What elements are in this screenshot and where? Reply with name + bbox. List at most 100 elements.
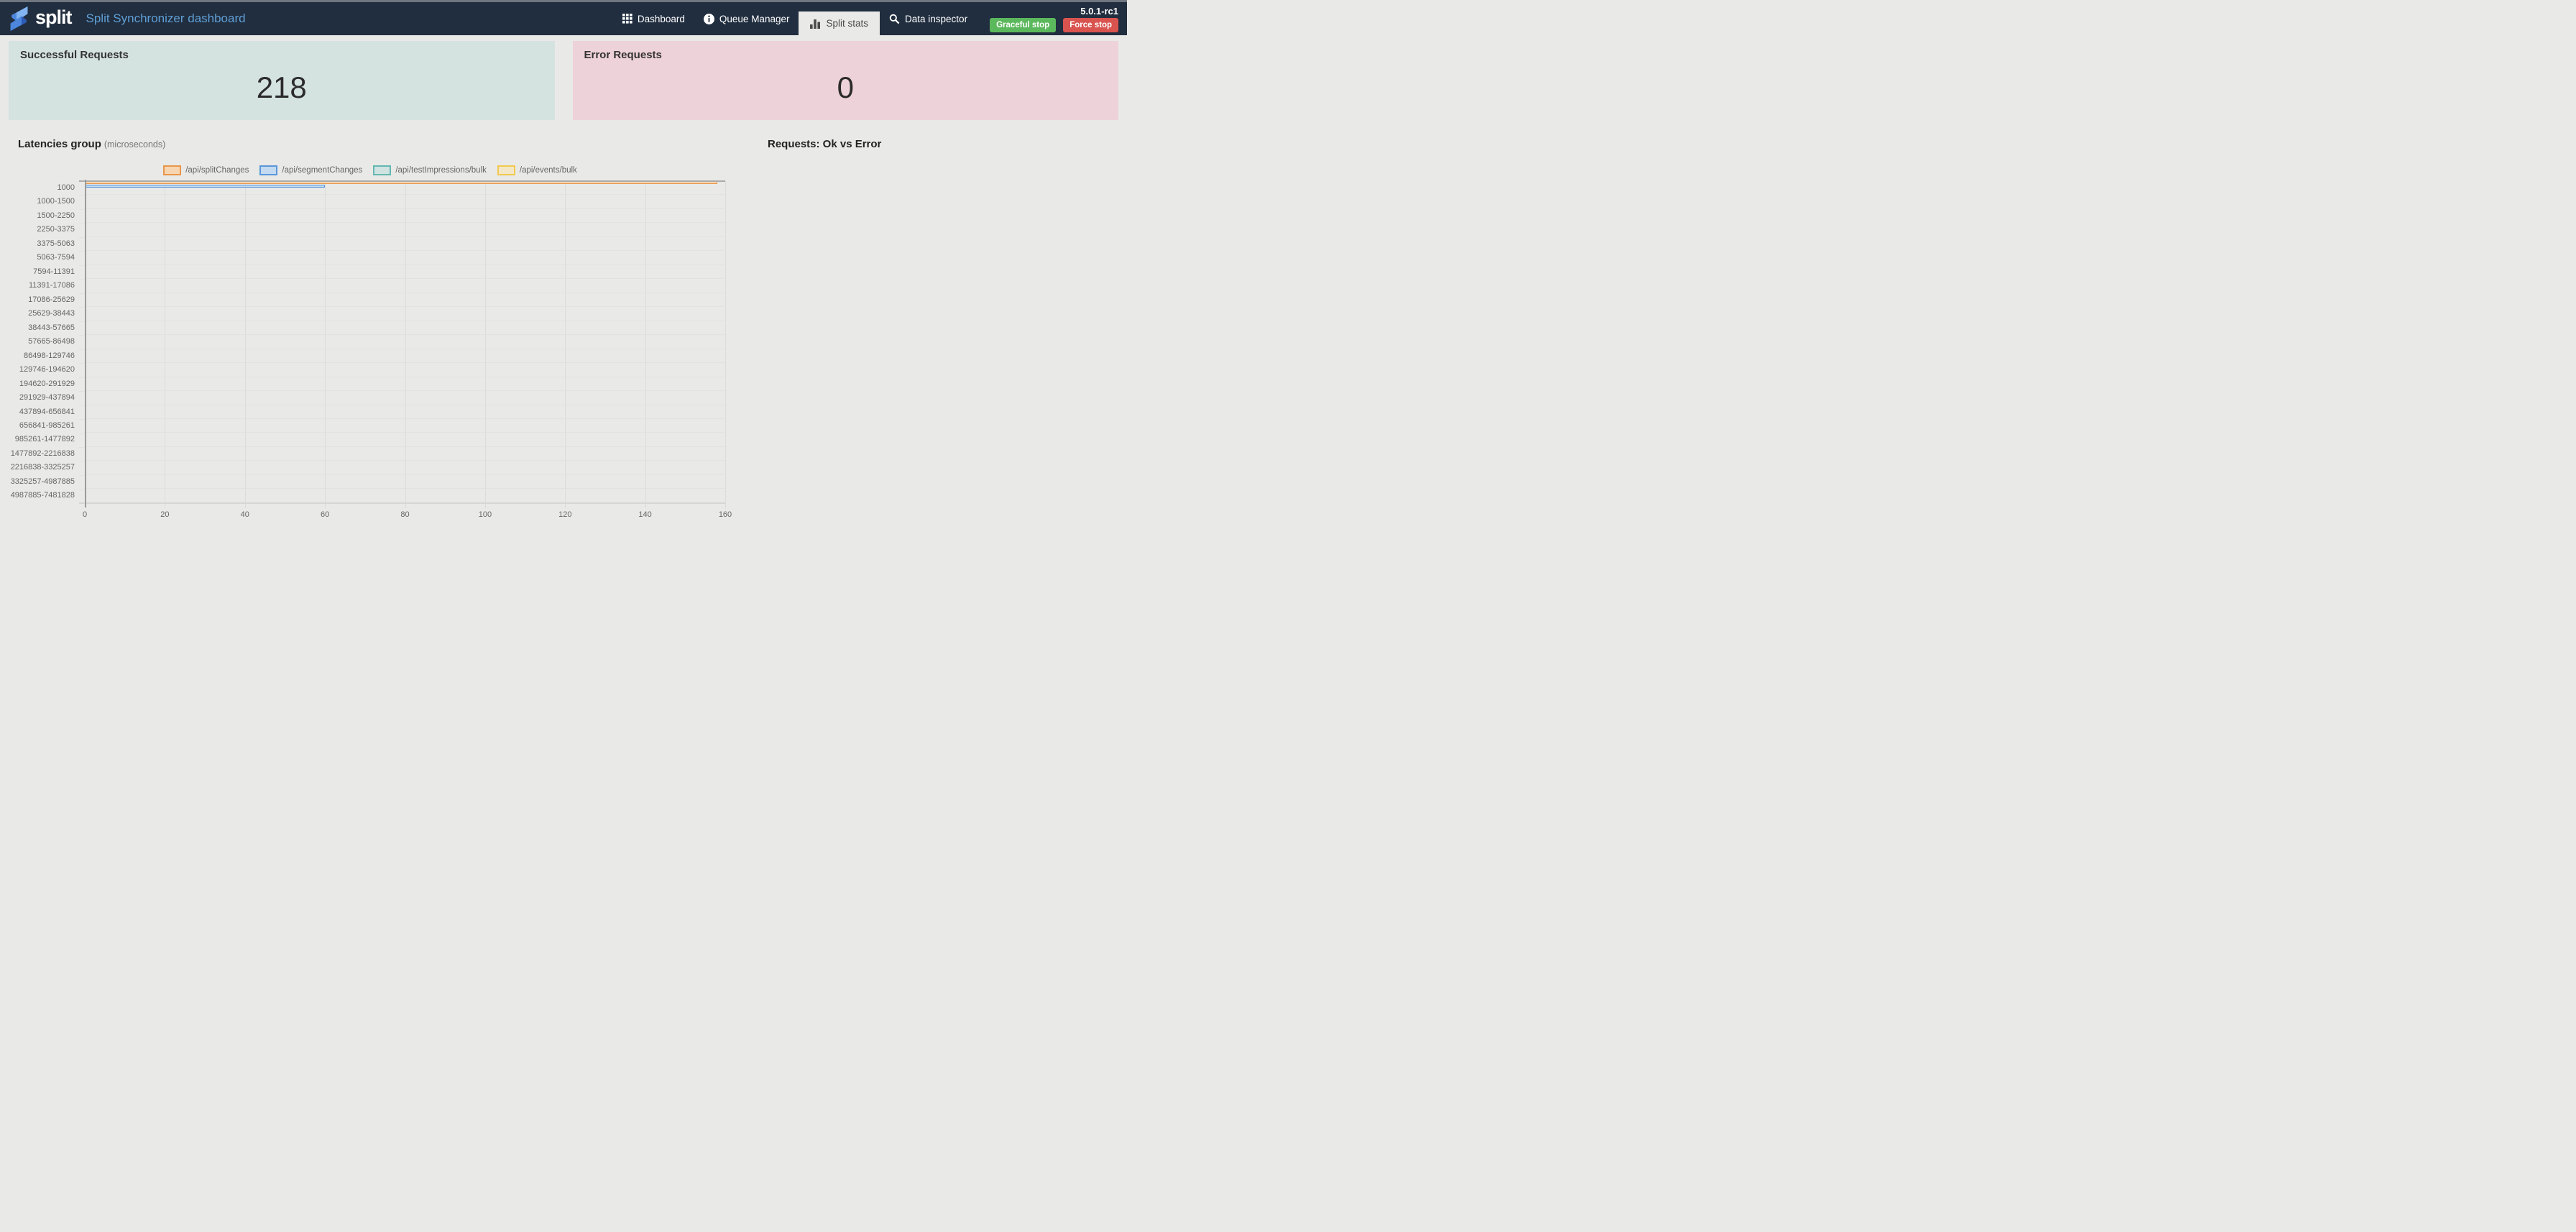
chart-row-57665-86498 — [85, 335, 725, 349]
legend-item-api-testImpressions-bulk[interactable]: /api/testImpressions/bulk — [373, 165, 487, 175]
navbar-right: 5.0.1-rc1 Graceful stop Force stop — [977, 5, 1127, 33]
nav-item-label: Queue Manager — [719, 13, 790, 24]
x-axis-label: 80 — [400, 510, 410, 519]
x-gridline — [565, 181, 566, 508]
y-tick — [79, 251, 85, 252]
plot-top-border — [79, 180, 725, 182]
y-axis-label: 2250-3375 — [37, 225, 75, 234]
y-axis-labels: 1000 1000-1500 1500-2250 2250-3375 3375-5063… — [0, 181, 75, 503]
legend-item-api-segmentChanges[interactable]: /api/segmentChanges — [259, 165, 362, 175]
y-tick — [79, 405, 85, 406]
latency-title-text: Latencies group — [18, 138, 101, 150]
y-axis-label: 129746-194620 — [19, 365, 75, 374]
x-gridline — [325, 181, 326, 508]
x-axis-label: 0 — [82, 510, 88, 519]
nav-item-label: Split stats — [826, 18, 869, 29]
y-tick — [79, 433, 85, 434]
y-tick — [79, 363, 85, 364]
grid-icon — [622, 14, 632, 24]
nav-item-queue-manager[interactable]: Queue Manager — [694, 2, 799, 35]
bar-api-segmentChanges-1000 — [85, 184, 326, 188]
legend-color-box — [373, 165, 392, 175]
chart-row-291929-437894 — [85, 391, 725, 405]
successful-requests-title: Successful Requests — [20, 49, 129, 61]
chart-legend: /api/splitChanges/api/segmentChanges/api… — [0, 165, 740, 175]
brand[interactable]: split Split Synchronizer dashboard — [0, 6, 246, 31]
y-tick — [79, 349, 85, 350]
y-axis-label: 1500-2250 — [37, 211, 75, 220]
split-logo-icon — [10, 6, 28, 31]
successful-requests-card: Successful Requests 218 — [9, 41, 555, 120]
y-axis-label: 57665-86498 — [28, 337, 75, 346]
y-axis-label: 11391-17086 — [28, 281, 75, 290]
y-tick — [79, 475, 85, 477]
legend-label: /api/splitChanges — [185, 166, 249, 175]
latency-title-unit: (microseconds) — [104, 139, 166, 150]
y-tick — [79, 447, 85, 449]
app-title: Split Synchronizer dashboard — [86, 12, 246, 25]
brand-text: split — [35, 6, 73, 28]
chart-row-1477892-2216838 — [85, 447, 725, 461]
x-axis-label: 60 — [320, 510, 330, 519]
y-tick — [79, 489, 85, 490]
y-tick — [79, 391, 85, 392]
legend-color-box — [259, 165, 278, 175]
page: split Split Synchronizer dashboard Dashb… — [0, 0, 1127, 539]
x-gridline — [405, 181, 406, 508]
latency-chart: 1000 1000-1500 1500-2250 2250-3375 3375-5063… — [0, 180, 740, 533]
y-axis-label: 194620-291929 — [19, 379, 75, 388]
nav-item-data-inspector[interactable]: Data inspector — [880, 2, 977, 35]
error-requests-card: Error Requests 0 — [572, 41, 1118, 120]
x-axis-label: 100 — [478, 510, 492, 519]
x-gridline — [244, 181, 246, 508]
summary-cards: Successful Requests 218 Error Requests 0 — [9, 41, 1118, 120]
successful-requests-value: 218 — [256, 70, 307, 104]
y-tick — [79, 377, 85, 378]
nav-item-split-stats[interactable]: Split stats — [799, 12, 880, 35]
legend-item-api-splitChanges[interactable]: /api/splitChanges — [163, 165, 249, 175]
y-tick — [79, 223, 85, 224]
x-gridline — [645, 181, 646, 508]
y-axis-label: 1000-1500 — [37, 197, 75, 206]
navbar: split Split Synchronizer dashboard Dashb… — [0, 2, 1127, 35]
x-axis-label: 20 — [160, 510, 170, 519]
legend-item-api-events-bulk[interactable]: /api/events/bulk — [497, 165, 577, 175]
chart-row-5063-7594 — [85, 251, 725, 265]
y-tick — [79, 279, 85, 280]
chart-row-129746-194620 — [85, 363, 725, 377]
y-axis-label: 1477892-2216838 — [10, 449, 75, 458]
plot-bottom-border — [79, 502, 725, 504]
x-axis-label: 140 — [638, 510, 652, 519]
chart-row-86498-129746 — [85, 349, 725, 364]
y-tick — [79, 195, 85, 196]
chart-row-7594-11391 — [85, 265, 725, 280]
chart-row-3325257-4987885 — [85, 475, 725, 489]
nav-items: Dashboard Queue Manager Split stats Data… — [613, 2, 977, 35]
y-axis-label: 985261-1477892 — [14, 435, 75, 444]
chart-row-437894-656841 — [85, 405, 725, 419]
chart-row-25629-38443 — [85, 307, 725, 321]
force-stop-button[interactable]: Force stop — [1063, 17, 1118, 33]
y-axis-label: 2216838-3325257 — [10, 463, 75, 472]
y-axis-label: 4987885-7481828 — [10, 491, 75, 500]
x-gridline — [725, 181, 726, 508]
chart-row-38443-57665 — [85, 321, 725, 336]
legend-label: /api/testImpressions/bulk — [395, 166, 487, 175]
y-axis-label: 86498-129746 — [24, 351, 75, 360]
y-axis-label: 17086-25629 — [28, 295, 75, 304]
chart-row-2250-3375 — [85, 223, 725, 237]
nav-item-dashboard[interactable]: Dashboard — [613, 2, 694, 35]
chart-row-1500-2250 — [85, 209, 725, 224]
graceful-stop-button[interactable]: Graceful stop — [990, 17, 1057, 33]
y-axis-label: 7594-11391 — [33, 267, 75, 276]
latency-section-title: Latencies group (microseconds) — [18, 138, 165, 150]
y-axis-label: 3325257-4987885 — [10, 477, 75, 486]
x-gridline — [484, 181, 486, 508]
error-requests-title: Error Requests — [584, 49, 662, 61]
legend-label: /api/segmentChanges — [282, 166, 363, 175]
chart-row-656841-985261 — [85, 419, 725, 433]
y-axis-line — [85, 180, 86, 507]
chart-row-194620-291929 — [85, 377, 725, 392]
search-icon — [889, 14, 900, 24]
y-axis-label: 25629-38443 — [28, 309, 75, 318]
